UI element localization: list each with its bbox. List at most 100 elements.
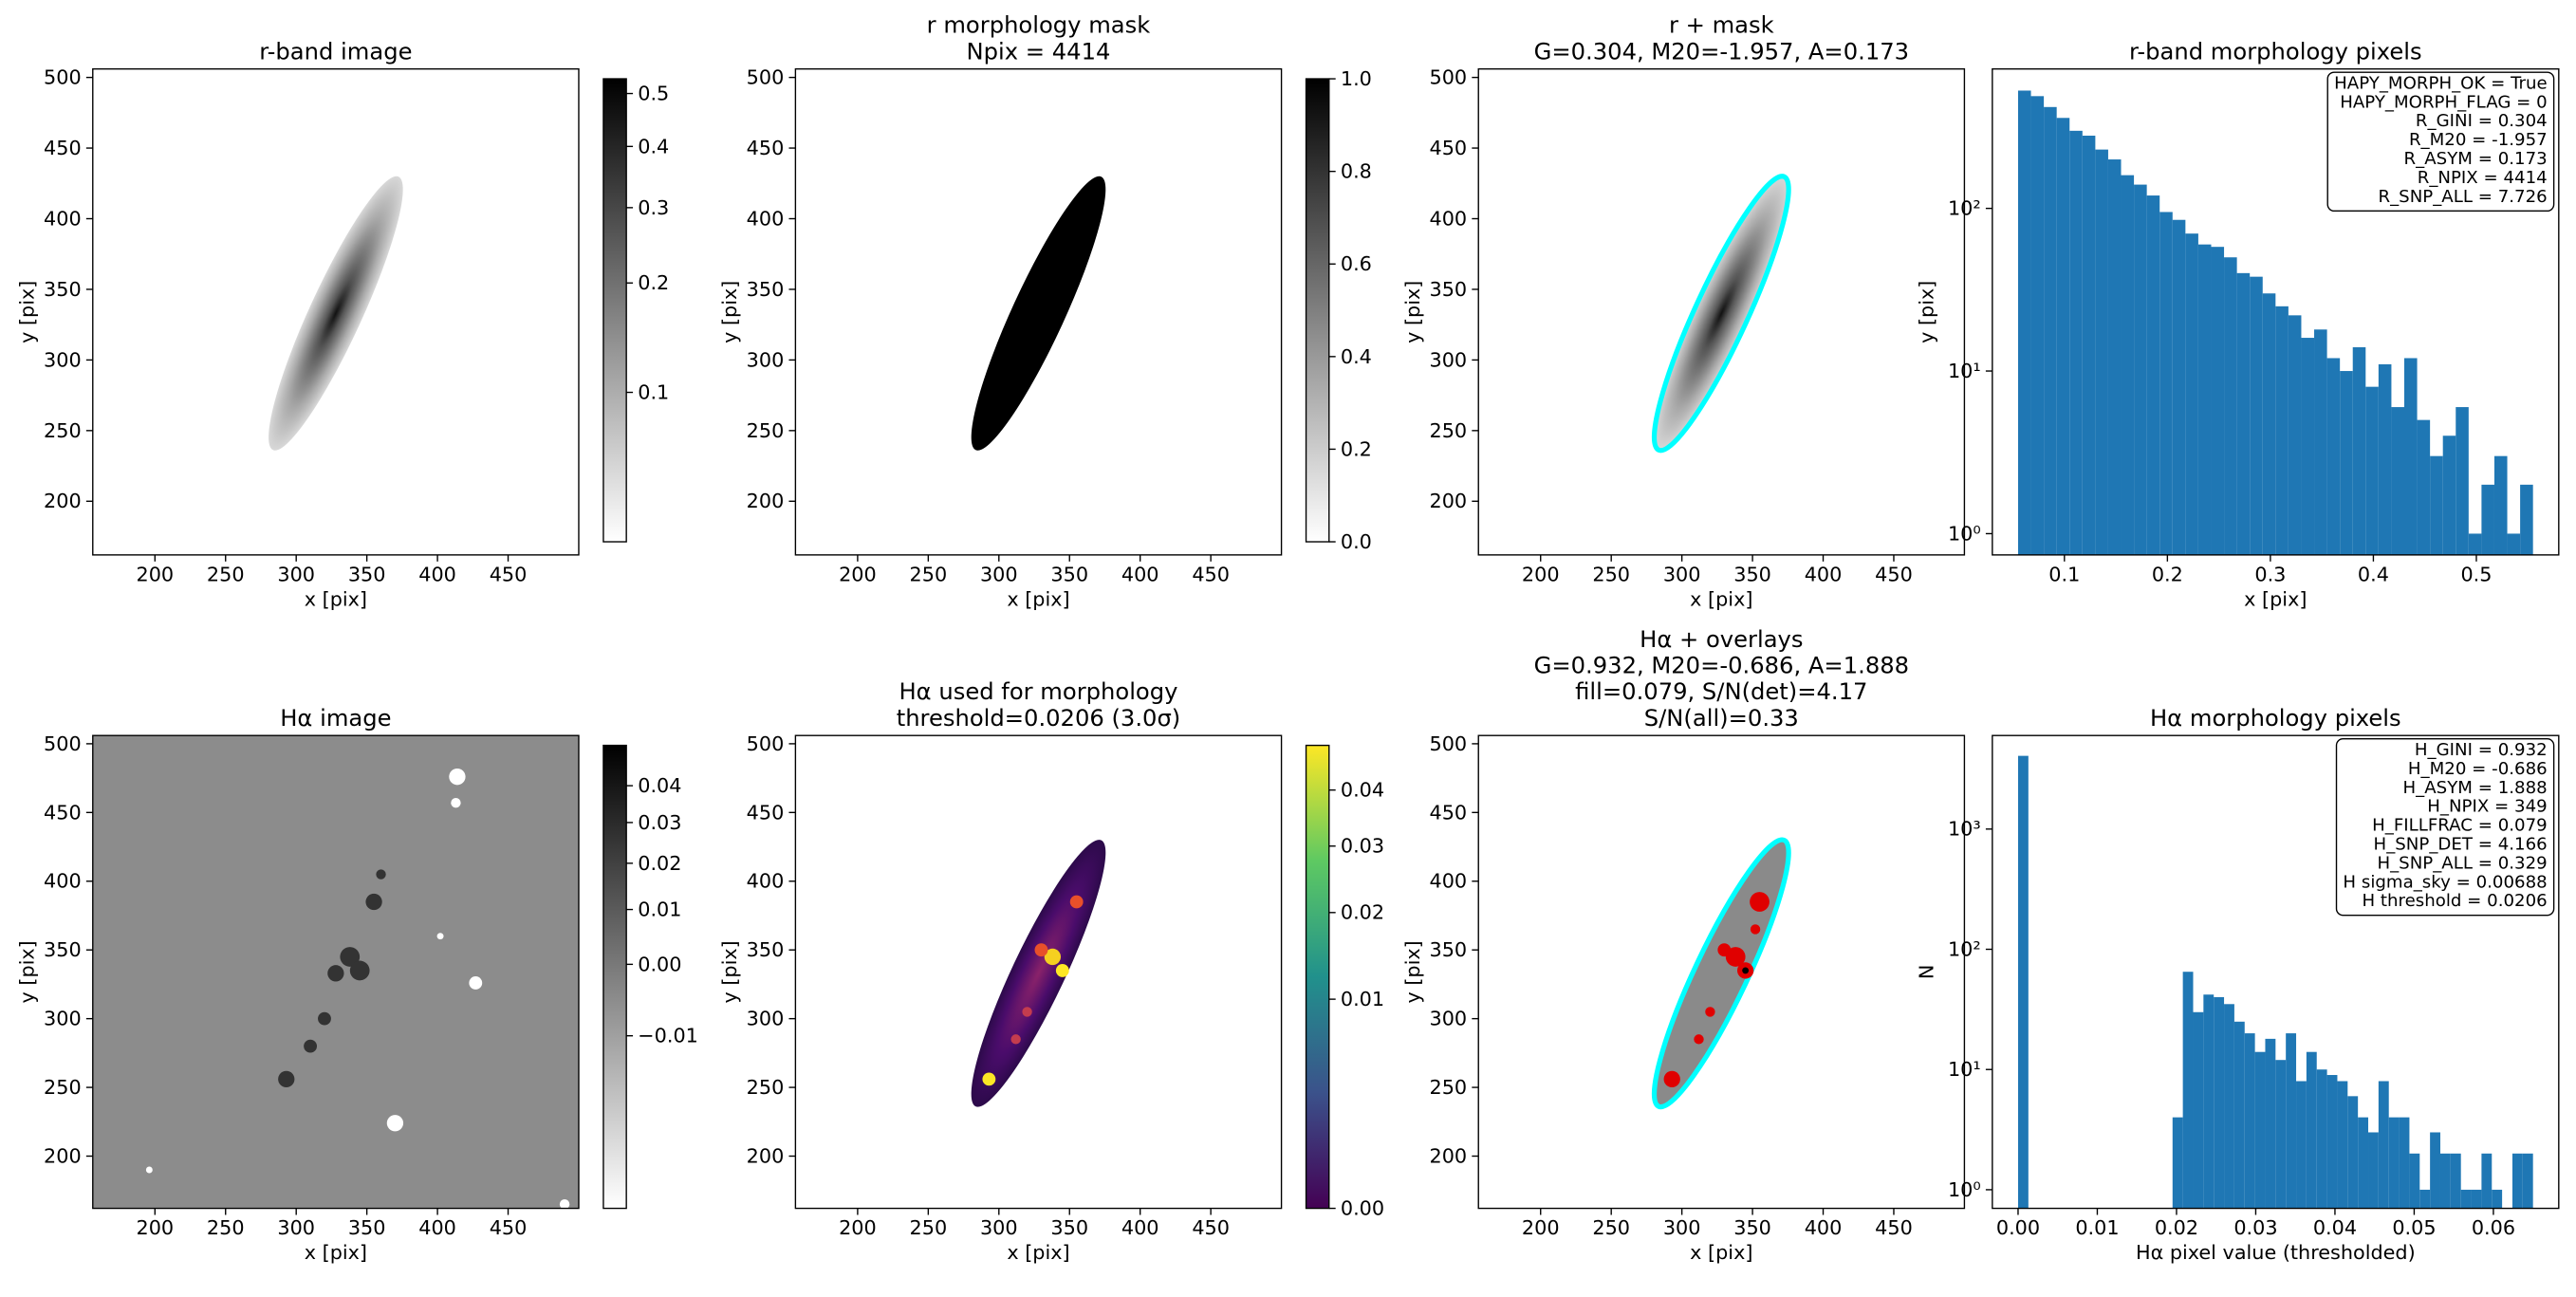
ha-region	[971, 840, 1106, 1107]
annotation-line: HAPY_MORPH_FLAG = 0	[2340, 92, 2547, 112]
x-tick-label: 0.03	[2233, 1216, 2277, 1239]
y-tick-label: 200	[1430, 1144, 1468, 1167]
bar	[2388, 1117, 2400, 1209]
y-tick-label: 10⁰	[1948, 1178, 1981, 1201]
annotation-line: H_ASYM = 1.888	[2403, 778, 2548, 798]
y-tick-label: 400	[44, 207, 82, 230]
galaxy	[269, 176, 403, 451]
x-tick-label: 350	[1733, 1216, 1771, 1239]
colorbar-tick-label: 0.1	[638, 380, 669, 403]
y-tick-label: 10¹	[1948, 1058, 1981, 1081]
y-tick-label: 10³	[1948, 818, 1981, 841]
y-axis-label: y [pix]	[1916, 281, 1938, 343]
y-axis-label: N	[1916, 965, 1938, 980]
y-tick-label: 300	[747, 1008, 785, 1030]
bar	[2471, 1189, 2482, 1209]
colorbar-tick-label: 0.3	[638, 196, 669, 219]
colorbar	[602, 78, 627, 543]
plot-area	[269, 176, 403, 451]
bar	[2265, 1038, 2276, 1209]
annotation-line: H threshold = 0.0206	[2362, 891, 2547, 911]
colorbar-tick-label: 0.01	[638, 898, 681, 920]
bar	[2306, 1051, 2317, 1209]
spot	[1010, 1034, 1021, 1045]
y-tick-label: 250	[44, 419, 82, 442]
y-tick-label: 10²	[1948, 937, 1981, 960]
x-tick-label: 250	[910, 1216, 948, 1239]
bar	[2337, 1081, 2348, 1209]
y-axis-label: y [pix]	[15, 281, 38, 343]
y-tick-label: 250	[1430, 419, 1468, 442]
plot-area	[92, 735, 579, 1209]
bar	[2511, 1153, 2523, 1209]
bar	[2442, 435, 2456, 555]
x-tick-label: 300	[1663, 1216, 1701, 1239]
bar	[2044, 106, 2057, 555]
y-tick-label: 250	[747, 1076, 785, 1099]
y-tick-label: 250	[1430, 1076, 1468, 1099]
y-tick-label: 200	[44, 1144, 82, 1167]
star	[145, 1166, 153, 1174]
colorbar-tick-label: 0.4	[1341, 345, 1372, 368]
x-tick-label: 350	[348, 564, 386, 586]
colorbar-tick-label: 0.5	[638, 82, 669, 104]
bar	[2275, 1060, 2287, 1209]
y-axis-label: y [pix]	[718, 281, 741, 343]
y-tick-label: 450	[747, 137, 785, 159]
y-tick-label: 350	[747, 938, 785, 961]
bar	[2203, 994, 2215, 1209]
y-tick-label: 400	[747, 870, 785, 893]
plot-area	[1651, 837, 1791, 1110]
panel-title: r-band image	[259, 38, 412, 65]
star	[386, 1115, 404, 1132]
x-axis-label: x [pix]	[1007, 1241, 1069, 1264]
axes-frame	[794, 67, 1283, 556]
x-tick-label: 0.4	[2358, 564, 2389, 586]
spot	[1725, 947, 1746, 967]
panel-title: r morphology mask	[927, 12, 1151, 39]
colorbar-tick-label: 0.00	[638, 953, 681, 975]
spot	[982, 1072, 996, 1086]
y-tick-label: 450	[44, 137, 82, 159]
y-tick-label: 500	[1430, 732, 1468, 755]
bar	[2520, 484, 2533, 555]
x-tick-label: 300	[277, 1216, 315, 1239]
y-tick-label: 450	[747, 801, 785, 824]
bar	[2358, 1117, 2369, 1209]
bar	[2314, 329, 2327, 555]
spot	[1750, 892, 1770, 912]
x-axis-label: x [pix]	[305, 1241, 367, 1264]
annotation-line: H_SNP_ALL = 0.329	[2377, 853, 2547, 873]
bar	[2224, 257, 2237, 555]
bar	[2368, 1132, 2379, 1209]
x-tick-label: 200	[136, 1216, 174, 1239]
overlay	[1651, 837, 1791, 1110]
y-tick-label: 500	[747, 66, 785, 89]
panel: 200 250 300 350 400 450 200 250 300 350 400 450 500 x…	[15, 705, 697, 1264]
y-tick-label: 350	[1430, 278, 1468, 301]
x-axis-label: x [pix]	[1690, 1241, 1752, 1264]
colorbar-tick-label: −0.01	[638, 1025, 698, 1047]
bar	[2301, 338, 2315, 555]
bar	[2522, 1153, 2533, 1209]
bar	[2197, 244, 2212, 555]
y-tick-label: 10¹	[1948, 360, 1981, 382]
y-tick-label: 500	[747, 732, 785, 755]
x-axis-label: Hα pixel value (thresholded)	[2136, 1241, 2416, 1264]
annotation-line: H_GINI = 0.932	[2415, 740, 2548, 760]
annotation-line: R_SNP_ALL = 7.726	[2378, 187, 2547, 207]
y-tick-label: 350	[44, 278, 82, 301]
bar	[2082, 135, 2096, 555]
colorbar-tick-label: 0.02	[1341, 901, 1384, 924]
x-tick-label: 450	[1192, 564, 1230, 586]
x-axis-label: x [pix]	[1690, 588, 1752, 611]
plot-area	[2017, 90, 2533, 555]
bar	[2286, 1033, 2297, 1209]
y-tick-label: 300	[44, 1008, 82, 1030]
annotation-line: H sigma_sky = 0.00688	[2343, 872, 2547, 892]
colorbar-tick-label: 1.0	[1341, 67, 1372, 90]
bar	[2134, 184, 2147, 555]
knot	[304, 1039, 318, 1053]
y-axis-label: y [pix]	[15, 940, 38, 1003]
bar	[2275, 306, 2289, 555]
